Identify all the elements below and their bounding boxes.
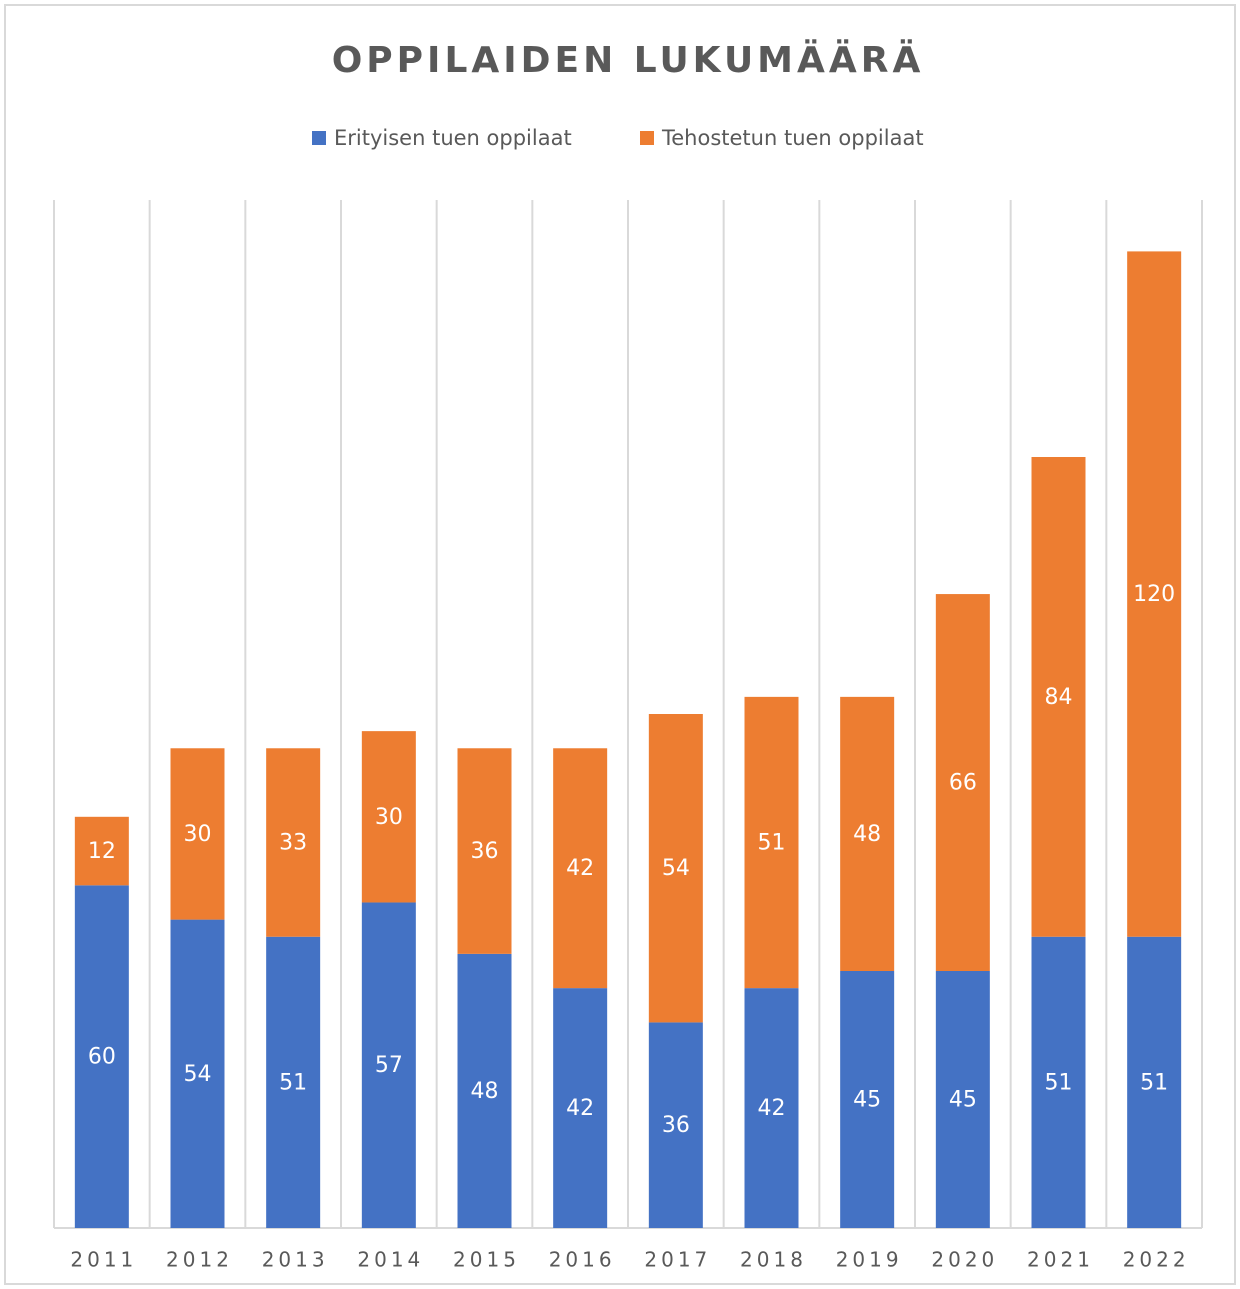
- data-label: 36: [471, 839, 499, 864]
- data-label: 84: [1045, 685, 1073, 710]
- data-label: 48: [853, 822, 881, 847]
- bar-segment: [1031, 936, 1086, 1228]
- x-tick-label: 2019: [836, 1248, 903, 1272]
- bar-segment: [1127, 251, 1182, 937]
- bar-segment: [1127, 936, 1182, 1228]
- bar-segment: [840, 971, 895, 1228]
- data-label: 51: [1140, 1070, 1168, 1095]
- bar-segment: [266, 748, 321, 937]
- bar-segment: [361, 902, 416, 1228]
- data-label: 57: [375, 1053, 403, 1078]
- data-label: 30: [375, 805, 403, 830]
- data-label: 51: [279, 1070, 307, 1095]
- data-label: 51: [1045, 1070, 1073, 1095]
- data-label: 54: [184, 1062, 212, 1087]
- bar-segment: [457, 748, 512, 954]
- bar-segment: [361, 731, 416, 903]
- bar-segment: [266, 936, 321, 1228]
- data-label: 45: [853, 1088, 881, 1113]
- bar-segment: [74, 885, 129, 1228]
- x-tick-label: 2016: [549, 1248, 616, 1272]
- x-tick-label: 2017: [644, 1248, 711, 1272]
- bar-segment: [935, 971, 990, 1228]
- bar-segment: [1031, 457, 1086, 937]
- bar-segment: [74, 816, 129, 886]
- data-label: 42: [566, 1096, 594, 1121]
- data-label: 42: [758, 1096, 786, 1121]
- data-label: 66: [949, 771, 977, 796]
- x-tick-label: 2011: [70, 1248, 137, 1272]
- chart-title: OPPILAIDEN LUKUMÄÄRÄ: [332, 39, 925, 81]
- chart-border: [4, 4, 1236, 1285]
- bar-segment: [840, 696, 895, 971]
- bar-segment: [553, 748, 608, 989]
- data-label: 12: [88, 839, 116, 864]
- data-label: 36: [662, 1113, 690, 1138]
- x-tick-label: 2018: [740, 1248, 807, 1272]
- legend-swatch: [312, 131, 326, 145]
- bar-segment: [935, 594, 990, 971]
- data-label: 54: [662, 856, 690, 881]
- legend-swatch: [640, 131, 654, 145]
- bar-segment: [170, 748, 225, 920]
- bar-segment: [457, 953, 512, 1228]
- data-label: 33: [279, 831, 307, 856]
- x-tick-label: 2014: [357, 1248, 424, 1272]
- legend-label: Erityisen tuen oppilaat: [334, 126, 572, 150]
- bar-segment: [170, 919, 225, 1228]
- data-label: 60: [88, 1045, 116, 1070]
- legend-label: Tehostetun tuen oppilaat: [661, 126, 924, 150]
- x-tick-label: 2012: [166, 1248, 233, 1272]
- x-tick-label: 2022: [1123, 1248, 1190, 1272]
- bar-segment: [648, 714, 703, 1023]
- data-label: 30: [184, 822, 212, 847]
- data-label: 51: [758, 831, 786, 856]
- data-label: 120: [1133, 582, 1175, 607]
- data-label: 45: [949, 1088, 977, 1113]
- x-tick-label: 2013: [262, 1248, 329, 1272]
- data-label: 48: [471, 1079, 499, 1104]
- data-label: 42: [566, 856, 594, 881]
- x-tick-label: 2020: [931, 1248, 998, 1272]
- bar-segment: [744, 988, 799, 1228]
- bar-segment: [553, 988, 608, 1228]
- bar-segment: [648, 1022, 703, 1228]
- x-tick-label: 2021: [1027, 1248, 1094, 1272]
- x-tick-label: 2015: [453, 1248, 520, 1272]
- bar-segment: [744, 696, 799, 989]
